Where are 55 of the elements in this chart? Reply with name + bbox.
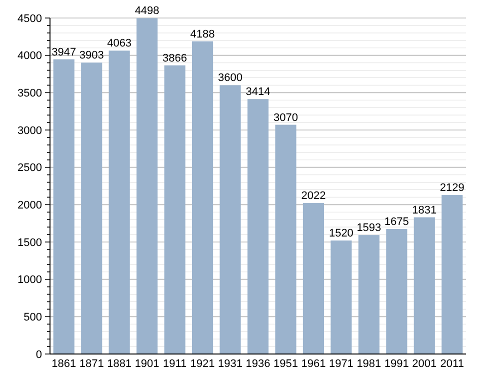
x-tick-label: 1936 xyxy=(246,358,270,370)
data-label: 3903 xyxy=(79,50,104,62)
data-label: 1831 xyxy=(412,204,437,216)
bar xyxy=(53,59,74,354)
bar xyxy=(358,235,380,354)
data-label: 3866 xyxy=(162,52,188,64)
data-label: 1675 xyxy=(384,216,409,228)
y-tick-label: 3500 xyxy=(18,88,42,100)
bar xyxy=(164,65,186,354)
x-tick-label: 1921 xyxy=(190,358,215,370)
data-label: 1520 xyxy=(328,228,354,240)
data-label: 4063 xyxy=(107,38,132,50)
data-label: 3600 xyxy=(218,72,243,84)
y-tick-label: 2000 xyxy=(18,200,42,212)
x-tick-label: 1871 xyxy=(79,358,104,370)
bar xyxy=(108,50,130,354)
y-tick-label: 4500 xyxy=(18,12,42,25)
x-tick-label: 1991 xyxy=(384,358,409,370)
bar xyxy=(247,99,269,354)
bar xyxy=(81,62,102,354)
x-tick-label: 2001 xyxy=(412,358,437,370)
data-label: 3947 xyxy=(52,46,76,58)
data-label: 3414 xyxy=(246,86,270,98)
bar xyxy=(192,41,214,354)
y-tick-label: 3000 xyxy=(18,124,42,137)
y-tick-label: 0 xyxy=(36,348,42,361)
x-tick-label: 1901 xyxy=(134,358,160,370)
y-tick-label: 2500 xyxy=(18,162,42,174)
x-tick-label: 1951 xyxy=(273,358,298,370)
x-tick-label: 1911 xyxy=(162,358,187,370)
data-label: 3070 xyxy=(273,112,298,124)
data-label: 4498 xyxy=(134,5,160,18)
y-tick-label: 1000 xyxy=(18,274,42,286)
x-tick-label: 1981 xyxy=(356,358,382,370)
x-tick-label: 1931 xyxy=(218,358,243,370)
bar xyxy=(330,240,352,354)
y-tick-label: 1500 xyxy=(18,236,42,249)
data-label: 1593 xyxy=(356,222,382,234)
x-tick-label: 1961 xyxy=(301,358,326,370)
bar xyxy=(275,124,296,354)
bar xyxy=(220,85,241,354)
x-tick-label: 1861 xyxy=(52,358,76,370)
x-tick-label: 2011 xyxy=(440,358,464,370)
data-label: 2129 xyxy=(440,182,464,194)
x-tick-label: 1971 xyxy=(328,358,354,370)
y-tick-label: 500 xyxy=(24,312,42,324)
x-tick-label: 1881 xyxy=(107,358,132,370)
bar xyxy=(302,203,324,354)
bar xyxy=(136,18,158,354)
bar xyxy=(442,195,463,354)
y-tick-label: 4000 xyxy=(18,50,42,62)
bar xyxy=(414,217,435,354)
data-label: 4188 xyxy=(190,28,215,40)
bar xyxy=(386,228,408,354)
data-label: 2022 xyxy=(301,190,326,202)
